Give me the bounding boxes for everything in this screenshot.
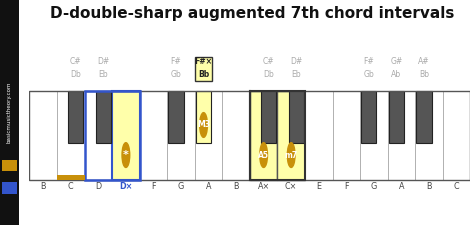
- Text: Bb: Bb: [198, 70, 209, 79]
- Bar: [85, 91, 112, 180]
- Text: A5: A5: [258, 151, 269, 160]
- Text: F: F: [344, 182, 349, 191]
- Bar: [195, 57, 212, 81]
- Text: Gb: Gb: [171, 70, 181, 79]
- Bar: [360, 91, 388, 180]
- Text: C: C: [68, 182, 74, 191]
- Text: G#: G#: [390, 57, 402, 66]
- Text: F#: F#: [171, 57, 181, 66]
- Text: basicmusictheory.com: basicmusictheory.com: [7, 82, 12, 143]
- Text: D-double-sharp augmented 7th chord intervals: D-double-sharp augmented 7th chord inter…: [49, 6, 454, 21]
- Bar: [195, 91, 222, 180]
- Text: A#: A#: [418, 57, 430, 66]
- Text: D: D: [95, 182, 101, 191]
- Circle shape: [260, 143, 267, 167]
- Bar: [288, 91, 304, 143]
- Text: C×: C×: [285, 182, 297, 191]
- Text: Ab: Ab: [391, 70, 401, 79]
- Circle shape: [287, 143, 295, 167]
- Bar: [332, 91, 360, 180]
- Bar: [261, 91, 276, 143]
- Bar: [167, 91, 195, 180]
- Text: D×: D×: [119, 182, 133, 191]
- Text: D#: D#: [97, 57, 109, 66]
- Bar: [57, 175, 85, 180]
- Bar: [222, 91, 250, 180]
- Text: F#×: F#×: [195, 57, 213, 66]
- Bar: [140, 91, 167, 180]
- Bar: [361, 91, 377, 143]
- Bar: [250, 91, 277, 180]
- Text: F: F: [151, 182, 156, 191]
- Text: A: A: [206, 182, 211, 191]
- Text: Eb: Eb: [291, 70, 301, 79]
- Bar: [29, 91, 470, 180]
- Bar: [417, 91, 432, 143]
- Text: G: G: [370, 182, 377, 191]
- Bar: [389, 91, 404, 143]
- Text: C: C: [454, 182, 459, 191]
- Text: *: *: [123, 150, 129, 160]
- Bar: [388, 91, 415, 180]
- Text: C#: C#: [70, 57, 82, 66]
- Circle shape: [122, 143, 130, 167]
- Bar: [443, 91, 470, 180]
- Text: C#: C#: [263, 57, 275, 66]
- Text: E: E: [316, 182, 321, 191]
- Bar: [29, 91, 57, 180]
- Text: D#: D#: [290, 57, 302, 66]
- Text: M3: M3: [197, 121, 210, 130]
- Bar: [277, 91, 305, 180]
- Text: A×: A×: [257, 182, 270, 191]
- Bar: [57, 91, 85, 180]
- Text: F#: F#: [363, 57, 374, 66]
- Bar: [169, 91, 184, 143]
- Text: Eb: Eb: [98, 70, 108, 79]
- Bar: [415, 91, 443, 180]
- Text: Db: Db: [263, 70, 274, 79]
- Text: A: A: [399, 182, 404, 191]
- Text: B: B: [40, 182, 46, 191]
- Text: Gb: Gb: [363, 70, 374, 79]
- Bar: [250, 91, 305, 180]
- Text: m7: m7: [285, 151, 298, 160]
- Bar: [95, 91, 111, 143]
- Bar: [112, 91, 140, 180]
- Text: B: B: [426, 182, 432, 191]
- Bar: [305, 91, 332, 180]
- Text: Db: Db: [70, 70, 81, 79]
- Text: G: G: [178, 182, 184, 191]
- Bar: [85, 91, 140, 180]
- Bar: [68, 91, 83, 143]
- Text: Bb: Bb: [419, 70, 429, 79]
- Text: B: B: [233, 182, 239, 191]
- Bar: [196, 91, 211, 143]
- Circle shape: [200, 113, 208, 137]
